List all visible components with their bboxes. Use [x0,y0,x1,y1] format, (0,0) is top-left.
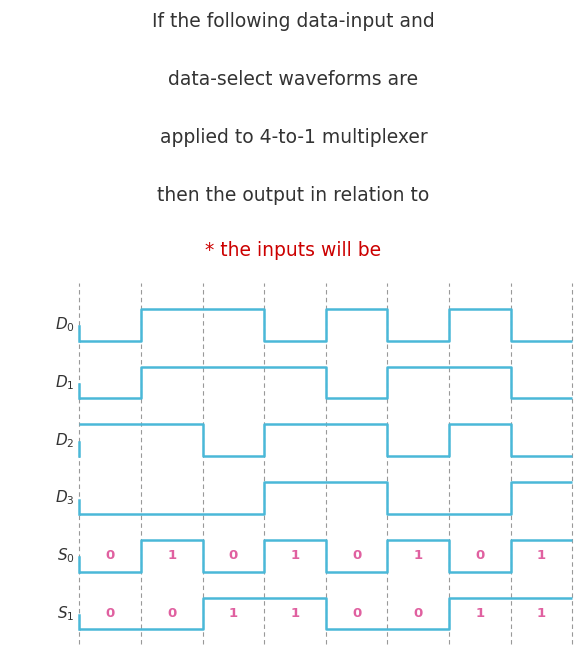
Text: * the inputs will be: * the inputs will be [205,242,382,260]
Text: data-select waveforms are: data-select waveforms are [168,70,419,88]
Text: If the following data-input and: If the following data-input and [152,12,435,30]
Text: $S_{0}$: $S_{0}$ [57,546,75,565]
Text: 1: 1 [167,549,176,562]
Text: $S_{1}$: $S_{1}$ [57,605,75,623]
Text: 1: 1 [229,607,238,620]
Text: 0: 0 [414,607,423,620]
Text: 1: 1 [475,607,484,620]
Text: 0: 0 [106,607,115,620]
Text: 0: 0 [475,549,484,562]
Text: $D_{1}$: $D_{1}$ [55,374,75,392]
Text: 1: 1 [537,549,546,562]
Text: 0: 0 [352,607,361,620]
Text: $D_{3}$: $D_{3}$ [55,489,75,508]
Text: $D_{2}$: $D_{2}$ [55,431,75,449]
Text: 1: 1 [291,607,299,620]
Text: 0: 0 [352,549,361,562]
Text: 1: 1 [414,549,423,562]
Text: 0: 0 [167,607,177,620]
Text: 0: 0 [229,549,238,562]
Text: 0: 0 [106,549,115,562]
Text: 1: 1 [291,549,299,562]
Text: 1: 1 [537,607,546,620]
Text: then the output in relation to: then the output in relation to [157,186,430,205]
Text: $D_{0}$: $D_{0}$ [55,315,75,334]
Text: applied to 4-to-1 multiplexer: applied to 4-to-1 multiplexer [160,128,427,147]
